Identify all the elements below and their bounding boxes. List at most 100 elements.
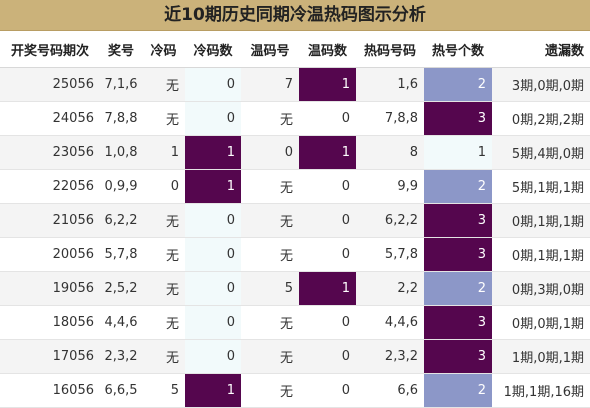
cold-count-cell: 1: [185, 373, 241, 408]
cold-warm-hot-table: 开奖号码期次 奖号 冷码 冷码数 温码号 温码数 热码号码 热号个数 遗漏数 25056 7,1,…: [0, 31, 590, 408]
cold-count-cell: 0: [185, 203, 241, 238]
issue-cell: 21056: [0, 203, 100, 238]
warm-count-cell: 1: [299, 67, 356, 102]
miss-cell: 0期,0期,1期: [492, 305, 590, 340]
warm-count-cell: 0: [299, 373, 356, 408]
cold-cell: 无: [142, 271, 185, 306]
number-cell: 7,1,6: [100, 67, 142, 102]
table-row: 24056 7,8,8 无 0 无 0 7,8,8 3 0期,2期,2期: [0, 101, 590, 136]
cold-count-cell: 1: [185, 135, 241, 170]
table-row: 16056 6,6,5 5 1 无 0 6,6 2 1期,1期,16期: [0, 373, 590, 408]
header-warm: 温码号: [241, 31, 299, 68]
hot-cell: 5,7,8: [356, 237, 424, 272]
table-row: 21056 6,2,2 无 0 无 0 6,2,2 3 0期,1期,1期: [0, 203, 590, 238]
number-cell: 2,3,2: [100, 339, 142, 374]
cold-cell: 5: [142, 373, 185, 408]
hot-cell: 2,2: [356, 271, 424, 306]
table-row: 22056 0,9,9 0 1 无 0 9,9 2 5期,1期,1期: [0, 169, 590, 204]
header-cold-count: 冷码数: [185, 31, 241, 68]
miss-cell: 0期,3期,0期: [492, 271, 590, 306]
warm-cell: 无: [241, 305, 299, 340]
cold-cell: 0: [142, 169, 185, 204]
miss-cell: 1期,1期,16期: [492, 373, 590, 408]
hot-cell: 8: [356, 135, 424, 170]
issue-cell: 16056: [0, 373, 100, 408]
warm-cell: 无: [241, 203, 299, 238]
number-cell: 2,5,2: [100, 271, 142, 306]
header-hot-count: 热号个数: [424, 31, 492, 68]
hot-count-cell: 2: [424, 67, 492, 102]
issue-cell: 19056: [0, 271, 100, 306]
cold-count-cell: 0: [185, 339, 241, 374]
issue-cell: 18056: [0, 305, 100, 340]
table-row: 19056 2,5,2 无 0 5 1 2,2 2 0期,3期,0期: [0, 271, 590, 306]
number-cell: 1,0,8: [100, 135, 142, 170]
warm-count-cell: 1: [299, 271, 356, 306]
table-body: 25056 7,1,6 无 0 7 1 1,6 2 3期,0期,0期 24056 7,8,8 无 0 无 0…: [0, 67, 590, 408]
miss-cell: 0期,2期,2期: [492, 101, 590, 136]
warm-cell: 无: [241, 237, 299, 272]
hot-cell: 6,6: [356, 373, 424, 408]
hot-cell: 1,6: [356, 67, 424, 102]
warm-count-cell: 0: [299, 203, 356, 238]
number-cell: 0,9,9: [100, 169, 142, 204]
table-header-row: 开奖号码期次 奖号 冷码 冷码数 温码号 温码数 热码号码 热号个数 遗漏数: [0, 31, 590, 68]
header-miss: 遗漏数: [492, 31, 590, 68]
warm-cell: 无: [241, 169, 299, 204]
issue-cell: 17056: [0, 339, 100, 374]
cold-cell: 无: [142, 101, 185, 136]
warm-cell: 无: [241, 101, 299, 136]
hot-cell: 4,4,6: [356, 305, 424, 340]
cold-cell: 无: [142, 305, 185, 340]
header-hot: 热码号码: [356, 31, 424, 68]
cold-cell: 无: [142, 67, 185, 102]
header-issue: 开奖号码期次: [0, 31, 100, 68]
issue-cell: 20056: [0, 237, 100, 272]
cold-count-cell: 0: [185, 237, 241, 272]
warm-cell: 0: [241, 135, 299, 170]
warm-cell: 7: [241, 67, 299, 102]
hot-count-cell: 3: [424, 305, 492, 340]
issue-cell: 25056: [0, 67, 100, 102]
number-cell: 6,6,5: [100, 373, 142, 408]
hot-cell: 9,9: [356, 169, 424, 204]
miss-cell: 5期,1期,1期: [492, 169, 590, 204]
miss-cell: 0期,1期,1期: [492, 203, 590, 238]
hot-count-cell: 3: [424, 101, 492, 136]
cold-cell: 无: [142, 203, 185, 238]
miss-cell: 5期,4期,0期: [492, 135, 590, 170]
issue-cell: 22056: [0, 169, 100, 204]
table-row: 18056 4,4,6 无 0 无 0 4,4,6 3 0期,0期,1期: [0, 305, 590, 340]
issue-cell: 24056: [0, 101, 100, 136]
hot-count-cell: 3: [424, 203, 492, 238]
hot-cell: 2,3,2: [356, 339, 424, 374]
table-row: 23056 1,0,8 1 1 0 1 8 1 5期,4期,0期: [0, 135, 590, 170]
hot-count-cell: 2: [424, 373, 492, 408]
header-number: 奖号: [100, 31, 142, 68]
hot-cell: 6,2,2: [356, 203, 424, 238]
cold-count-cell: 0: [185, 305, 241, 340]
warm-cell: 无: [241, 339, 299, 374]
number-cell: 6,2,2: [100, 203, 142, 238]
cold-count-cell: 1: [185, 169, 241, 204]
warm-count-cell: 0: [299, 305, 356, 340]
hot-count-cell: 3: [424, 237, 492, 272]
number-cell: 5,7,8: [100, 237, 142, 272]
hot-count-cell: 2: [424, 271, 492, 306]
table-row: 20056 5,7,8 无 0 无 0 5,7,8 3 0期,1期,1期: [0, 237, 590, 272]
warm-count-cell: 0: [299, 169, 356, 204]
warm-count-cell: 0: [299, 101, 356, 136]
miss-cell: 3期,0期,0期: [492, 67, 590, 102]
cold-cell: 无: [142, 339, 185, 374]
cold-count-cell: 0: [185, 271, 241, 306]
warm-cell: 无: [241, 373, 299, 408]
hot-count-cell: 1: [424, 135, 492, 170]
miss-cell: 0期,1期,1期: [492, 237, 590, 272]
cold-cell: 无: [142, 237, 185, 272]
header-cold: 冷码: [142, 31, 185, 68]
table-row: 25056 7,1,6 无 0 7 1 1,6 2 3期,0期,0期: [0, 67, 590, 102]
header-warm-count: 温码数: [299, 31, 356, 68]
issue-cell: 23056: [0, 135, 100, 170]
warm-cell: 5: [241, 271, 299, 306]
table-row: 17056 2,3,2 无 0 无 0 2,3,2 3 1期,0期,1期: [0, 339, 590, 374]
